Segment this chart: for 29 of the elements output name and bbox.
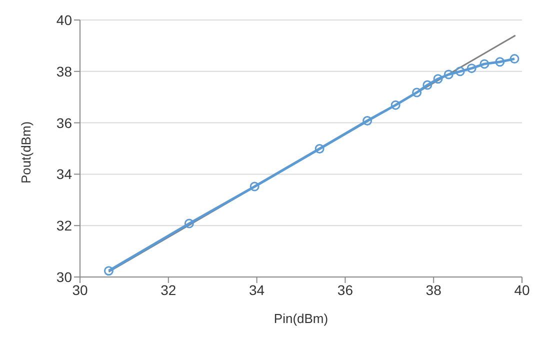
- point: [480, 59, 490, 69]
- y-tick-label: 40: [56, 12, 72, 28]
- point: [510, 54, 520, 64]
- y-tick-label: 32: [56, 218, 72, 234]
- y-tick-label: 30: [56, 268, 72, 285]
- point: [495, 57, 505, 67]
- point: [362, 116, 372, 126]
- point: [433, 74, 443, 84]
- point: [422, 80, 432, 90]
- y-tick-label: 34: [56, 166, 72, 182]
- point: [455, 66, 465, 76]
- point: [104, 266, 114, 276]
- x-axis-title: Pin(dBm): [274, 311, 328, 326]
- point: [412, 88, 422, 98]
- point: [314, 144, 324, 154]
- point: [250, 182, 260, 192]
- x-tick-label: 36: [337, 282, 354, 298]
- point: [184, 218, 194, 228]
- x-tick-label: 40: [514, 282, 530, 298]
- x-tick-label: 30: [72, 282, 88, 298]
- point: [390, 100, 400, 110]
- y-axis-title: Pout(dBm): [18, 121, 34, 184]
- point: [466, 64, 476, 74]
- y-tick-label: 38: [56, 63, 72, 80]
- x-tick-label: 34: [249, 282, 265, 298]
- x-tick-label: 38: [426, 282, 442, 298]
- y-tick-label: 36: [56, 114, 72, 131]
- point: [444, 70, 454, 80]
- x-tick-label: 32: [160, 282, 176, 298]
